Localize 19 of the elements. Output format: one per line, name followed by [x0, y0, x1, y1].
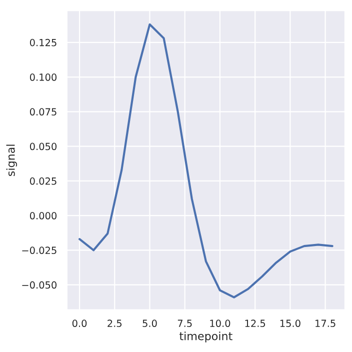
- x-tick-label: 0.0: [72, 320, 87, 328]
- x-tick-label: 10.0: [210, 320, 230, 328]
- y-tick-label: 0.125: [30, 38, 56, 46]
- y-tick-label: 0.100: [30, 74, 57, 81]
- x-tick-label: 15.0: [280, 320, 300, 328]
- x-tick-label: 12.5: [245, 320, 266, 328]
- x-axis-title: timepoint: [180, 332, 232, 342]
- y-axis-title: signal: [6, 144, 18, 176]
- line-series: [78, 23, 334, 298]
- x-tick-label: 17.5: [316, 320, 336, 328]
- x-tick-label: 2.5: [108, 320, 122, 328]
- y-tick-label: 0.025: [30, 177, 56, 185]
- y-tick-label: −0.050: [22, 281, 57, 289]
- x-tick-label: 7.5: [178, 320, 192, 328]
- y-tick-label: 0.000: [30, 212, 57, 220]
- y-tick-label: 0.075: [30, 108, 56, 116]
- y-tick-label: 0.050: [30, 142, 57, 150]
- y-tick-label: −0.025: [22, 246, 56, 254]
- x-tick-label: 5.0: [142, 320, 157, 328]
